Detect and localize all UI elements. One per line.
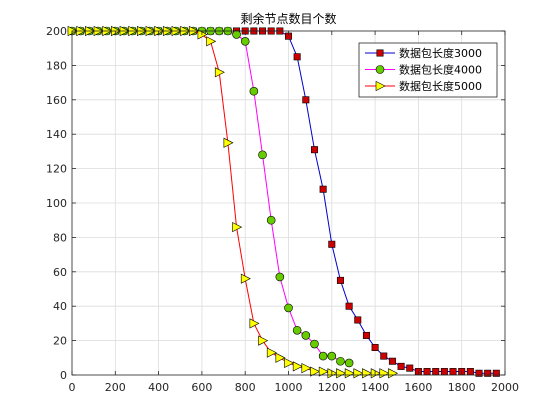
- y-tick-label: 120: [46, 163, 67, 176]
- data-point: [362, 368, 373, 379]
- data-point: [406, 364, 414, 372]
- data-point: [258, 335, 269, 346]
- data-point: [327, 351, 337, 361]
- x-tick-label: 0: [69, 381, 76, 394]
- y-tick-label: 200: [46, 25, 67, 38]
- x-tick-label: 1200: [318, 381, 346, 394]
- y-tick-label: 0: [60, 369, 67, 382]
- data-point: [258, 150, 267, 160]
- data-point: [266, 347, 277, 358]
- series-layer: [67, 25, 500, 379]
- data-point: [353, 368, 364, 379]
- data-point: [318, 366, 329, 377]
- legend: 数据包长度3000 数据包长度4000 数据包长度5000: [358, 42, 498, 98]
- data-point: [388, 357, 396, 365]
- legend-marker: [376, 49, 384, 57]
- y-tick-label: 160: [46, 94, 67, 107]
- data-point: [492, 369, 500, 377]
- data-point: [344, 358, 354, 368]
- x-tick-label: 800: [235, 381, 256, 394]
- legend-label: 数据包长度4000: [399, 63, 482, 77]
- data-point: [319, 185, 327, 193]
- legend-item-5000: 数据包长度5000: [365, 79, 482, 93]
- data-point: [327, 368, 338, 379]
- data-point: [223, 137, 234, 148]
- data-point: [423, 368, 431, 376]
- x-tick-label: 1800: [448, 381, 476, 394]
- y-tick-label: 40: [53, 300, 67, 313]
- data-point: [232, 30, 241, 39]
- data-point: [292, 361, 303, 372]
- data-point: [284, 303, 293, 313]
- data-point: [232, 221, 243, 233]
- data-point: [344, 368, 355, 379]
- data-point: [345, 302, 353, 310]
- data-point: [397, 362, 405, 370]
- data-point: [240, 273, 251, 284]
- data-point: [275, 272, 285, 282]
- legend-label: 数据包长度5000: [399, 79, 482, 93]
- data-point: [380, 352, 388, 360]
- x-tick-label: 1600: [404, 381, 432, 394]
- data-point: [484, 369, 492, 377]
- data-point: [197, 29, 208, 40]
- data-point: [249, 318, 260, 329]
- data-point: [449, 368, 457, 376]
- y-axis-ticks: 0 20 40 60 80 100 120 140 160 180 200: [46, 25, 505, 382]
- data-point: [466, 368, 474, 376]
- y-tick-label: 80: [53, 231, 67, 244]
- x-tick-label: 400: [148, 381, 169, 394]
- legend-item-4000: 数据包长度4000: [365, 63, 482, 77]
- data-point: [336, 368, 347, 379]
- y-tick-label: 100: [46, 197, 67, 210]
- legend-marker: [375, 65, 385, 74]
- data-point: [293, 53, 301, 61]
- data-point: [440, 368, 448, 376]
- data-point: [379, 368, 390, 379]
- data-point: [336, 356, 345, 366]
- data-point: [301, 363, 312, 374]
- y-tick-label: 20: [53, 335, 67, 348]
- y-tick-label: 140: [46, 128, 67, 141]
- x-axis-ticks: 0 200 400 600 800 1000 1200 1400 1600 1800 2000: [69, 31, 519, 394]
- data-point: [328, 240, 336, 248]
- data-point: [310, 366, 321, 377]
- data-point: [292, 325, 302, 335]
- y-tick-label: 180: [46, 59, 67, 72]
- x-tick-label: 2000: [491, 381, 519, 394]
- data-point: [249, 86, 259, 96]
- data-point: [284, 357, 295, 369]
- chart-title: 剩余节点数目个数: [240, 11, 336, 26]
- legend-marker: [375, 80, 386, 92]
- data-point: [206, 36, 217, 47]
- legend-label: 数据包长度3000: [399, 46, 482, 60]
- y-tick-label: 60: [53, 266, 67, 279]
- data-point: [336, 276, 344, 284]
- data-point: [214, 67, 225, 78]
- data-point: [302, 96, 310, 104]
- data-point: [371, 343, 379, 351]
- data-point: [301, 331, 311, 340]
- x-tick-label: 600: [191, 381, 212, 394]
- x-tick-label: 1000: [275, 381, 303, 394]
- x-tick-label: 200: [105, 381, 126, 394]
- data-point: [310, 146, 318, 154]
- data-point: [388, 368, 399, 379]
- data-point: [318, 351, 328, 361]
- data-point: [310, 339, 319, 349]
- legend-item-3000: 数据包长度3000: [365, 46, 482, 60]
- data-point: [266, 215, 276, 225]
- data-point: [362, 331, 370, 339]
- data-point: [354, 316, 362, 324]
- data-point: [370, 368, 381, 379]
- data-point: [240, 37, 250, 46]
- data-point: [432, 368, 440, 376]
- data-point: [275, 352, 286, 363]
- data-point: [475, 369, 483, 377]
- x-tick-label: 1400: [361, 381, 389, 394]
